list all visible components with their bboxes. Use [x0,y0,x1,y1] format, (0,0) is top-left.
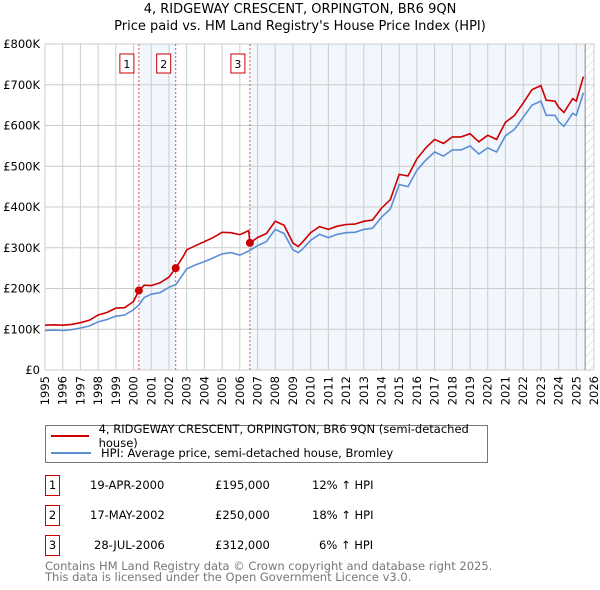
sale-row: 1 19-APR-2000 £195,000 12% ↑ HPI [45,475,600,496]
x-tick-label: 2022 [516,376,530,405]
x-tick-label: 2020 [481,376,495,405]
sale-point [245,238,254,247]
legend-item-hpi: HPI: Average price, semi-detached house,… [46,445,393,461]
sale-date: 17-MAY-2002 [90,508,165,522]
sale-marker-badge [230,53,246,74]
x-tick-label: 2001 [144,376,158,405]
y-tick-label: £700K [3,78,40,92]
x-tick-label: 2021 [498,376,512,405]
y-tick-label: £200K [3,282,40,296]
x-tick-label: 1996 [56,376,70,405]
x-tick-label: 2003 [180,376,194,405]
y-tick-label: £500K [3,159,40,173]
sale-date: 19-APR-2000 [90,478,165,492]
x-tick-label: 1997 [73,376,87,405]
x-tick-label: 2000 [127,376,141,405]
sale-marker-badge [119,53,135,74]
x-tick-label: 2005 [215,376,229,405]
chart-title: 4, RIDGEWAY CRESCENT, ORPINGTON, BR6 9QN [143,2,457,17]
sale-hpi-diff: 6% ↑ HPI [319,538,374,552]
x-tick-label: 1999 [109,376,123,405]
sale-date: 28-JUL-2006 [94,538,165,552]
chart-legend: 4, RIDGEWAY CRESCENT, ORPINGTON, BR6 9QN… [45,422,488,463]
x-tick-label: 1995 [38,376,52,405]
x-tick-label: 2018 [445,376,459,405]
x-tick-label: 2006 [233,376,247,405]
legend-item-property: 4, RIDGEWAY CRESCENT, ORPINGTON, BR6 9QN… [46,422,487,450]
sale-number-badge: 2 [45,505,60,526]
legend-label-hpi: HPI: Average price, semi-detached house,… [101,446,394,460]
x-tick-label: 1998 [91,376,105,405]
x-tick-label: 2025 [569,376,583,405]
sale-number-badge: 1 [45,475,60,496]
x-tick-label: 2015 [392,376,406,405]
y-tick-label: £100K [3,322,40,336]
x-tick-label: 2009 [286,376,300,405]
x-tick-label: 2013 [357,376,371,405]
footer-copyright: Contains HM Land Registry data © Crown c… [45,559,493,573]
x-tick-label: 2026 [587,376,600,405]
sale-price: £250,000 [215,508,270,522]
x-tick-label: 2016 [410,376,424,405]
x-tick-label: 2014 [374,376,388,405]
y-tick-label: £400K [3,200,40,214]
y-tick-label: £300K [3,241,40,255]
x-tick-label: 2017 [428,376,442,405]
sale-marker-badge [156,53,172,74]
sale-row: 2 17-MAY-2002 £250,000 18% ↑ HPI [45,505,600,526]
y-tick-label: £600K [3,119,40,133]
sale-marker-label: 2 [160,58,167,71]
x-tick-label: 2002 [162,376,176,405]
x-tick-label: 2012 [339,376,353,405]
sale-marker-label: 3 [234,58,241,71]
chart-subtitle: Price paid vs. HM Land Registry's House … [114,19,486,34]
y-tick-label: £800K [3,37,40,51]
y-tick-label: £0 [25,363,40,377]
sale-hpi-diff: 18% ↑ HPI [312,508,374,522]
sale-price: £312,000 [215,538,270,552]
legend-swatch-blue [51,452,91,454]
sale-point [171,264,180,273]
hpi-line [44,92,585,332]
x-tick-label: 2010 [304,376,318,405]
x-tick-label: 2011 [321,376,335,405]
sale-marker-label: 1 [123,58,130,71]
sale-point [134,286,143,295]
sale-row: 3 28-JUL-2006 £312,000 6% ↑ HPI [45,535,600,556]
x-tick-label: 2007 [251,376,265,405]
legend-swatch-red [51,435,89,437]
x-tick-label: 2008 [268,376,282,405]
x-tick-label: 2024 [552,376,566,405]
footer-licence: This data is licensed under the Open Gov… [45,570,412,584]
sale-hpi-diff: 12% ↑ HPI [312,478,374,492]
sale-price: £195,000 [215,478,270,492]
legend-label-property: 4, RIDGEWAY CRESCENT, ORPINGTON, BR6 9QN… [98,422,469,450]
x-tick-label: 2004 [197,376,211,405]
sale-number-badge: 3 [45,535,60,556]
x-tick-label: 2023 [534,376,548,405]
x-tick-label: 2019 [463,376,477,405]
price-chart: 1995 1996 1997 1998 1999 2000 2001 2002 2003 2004… [3,37,600,405]
